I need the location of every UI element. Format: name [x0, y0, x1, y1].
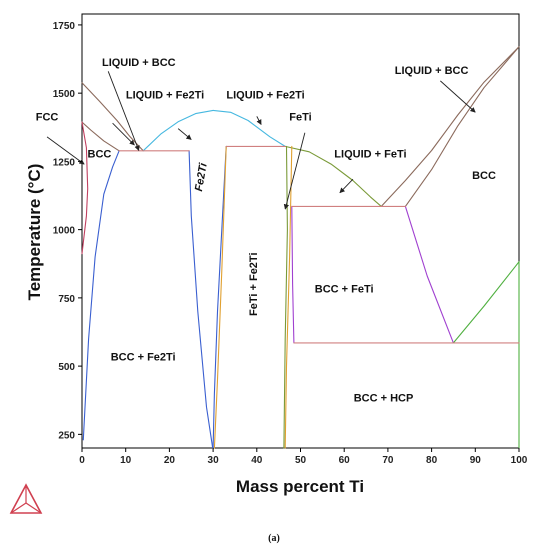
pointer-arrow-1 — [107, 71, 140, 151]
region-label-8: Fe2Ti — [193, 161, 210, 192]
phase-boundary-14 — [291, 205, 295, 344]
pointer-arrow-4 — [256, 116, 262, 126]
pointer-arrow-8 — [46, 136, 85, 165]
x-tick-label: 30 — [208, 455, 220, 466]
x-tick-label: 60 — [339, 455, 351, 466]
plot-frame — [81, 13, 520, 449]
phase-boundary-4 — [212, 109, 286, 147]
x-tick-label: 0 — [79, 455, 85, 466]
annotation-arrows — [46, 71, 476, 210]
y-tick-label: 1750 — [53, 21, 76, 32]
phase-boundary-16 — [452, 261, 520, 344]
phase-boundary-3 — [142, 109, 214, 152]
region-label-1: LIQUID + BCC — [102, 57, 176, 69]
phase-boundary-9 — [188, 150, 214, 449]
phase-boundary-11 — [213, 145, 227, 449]
phase-boundary-12 — [284, 145, 293, 449]
x-axis-ticks: 0 10 20 30 40 50 60 70 80 90 100 — [79, 448, 528, 466]
y-tick-label: 1250 — [53, 157, 76, 168]
x-tick-label: 50 — [295, 455, 307, 466]
x-tick-label: 40 — [251, 455, 263, 466]
phase-boundary-6 — [380, 46, 520, 207]
pointer-arrow-3 — [177, 128, 192, 140]
x-tick-label: 70 — [382, 455, 394, 466]
region-label-12: BCC + FeTi — [315, 283, 374, 295]
figure-caption: (a) — [268, 533, 280, 544]
region-label-4: LIQUID + BCC — [395, 65, 469, 77]
region-label-5: FeTi — [289, 111, 311, 123]
phase-boundary-5 — [284, 145, 382, 207]
phase-boundary-18 — [81, 121, 89, 255]
region-label-9: LIQUID + FeTi — [334, 148, 406, 160]
y-tick-label: 1500 — [53, 89, 76, 100]
pointer-arrow-7 — [283, 132, 306, 210]
thermo-calc-logo-icon — [9, 483, 43, 514]
y-tick-label: 500 — [58, 362, 75, 373]
x-tick-label: 100 — [511, 455, 528, 466]
x-axis-title: Mass percent Ti — [236, 477, 364, 496]
y-tick-label: 250 — [58, 430, 75, 441]
pointer-arrow-5 — [440, 80, 476, 113]
region-label-11: FeTi + Fe2Ti — [248, 252, 260, 315]
pointer-arrow-2 — [112, 122, 135, 146]
region-label-6: FCC — [36, 111, 59, 123]
phase-boundaries — [81, 46, 520, 449]
region-label-7: BCC — [88, 148, 112, 160]
pointer-arrow-6 — [339, 178, 354, 194]
region-label-3: LIQUID + Fe2Ti — [226, 90, 304, 102]
region-labels: LIQUID + BCC LIQUID + Fe2Ti LIQUID + Fe2Ti… — [36, 57, 496, 405]
x-tick-label: 80 — [426, 455, 438, 466]
region-label-2: LIQUID + Fe2Ti — [126, 90, 204, 102]
y-axis-ticks: 250 500 750 1000 1250 1500 1750 — [53, 21, 82, 441]
region-label-14: BCC + HCP — [354, 393, 414, 405]
y-tick-label: 1000 — [53, 226, 76, 237]
phase-boundary-10 — [212, 145, 227, 449]
phase-boundary-15 — [404, 205, 454, 344]
phase-boundary-2 — [81, 121, 120, 152]
y-axis-title: Temperature (°C) — [25, 164, 44, 301]
phase-boundary-13 — [283, 145, 288, 449]
x-tick-label: 20 — [164, 455, 176, 466]
phase-boundary-8 — [82, 150, 120, 441]
x-tick-label: 10 — [120, 455, 132, 466]
region-label-13: BCC + Fe2Ti — [111, 352, 176, 364]
y-tick-label: 750 — [58, 294, 75, 305]
region-label-10: BCC — [472, 170, 496, 182]
phase-boundary-7 — [404, 46, 520, 207]
x-tick-label: 90 — [470, 455, 482, 466]
